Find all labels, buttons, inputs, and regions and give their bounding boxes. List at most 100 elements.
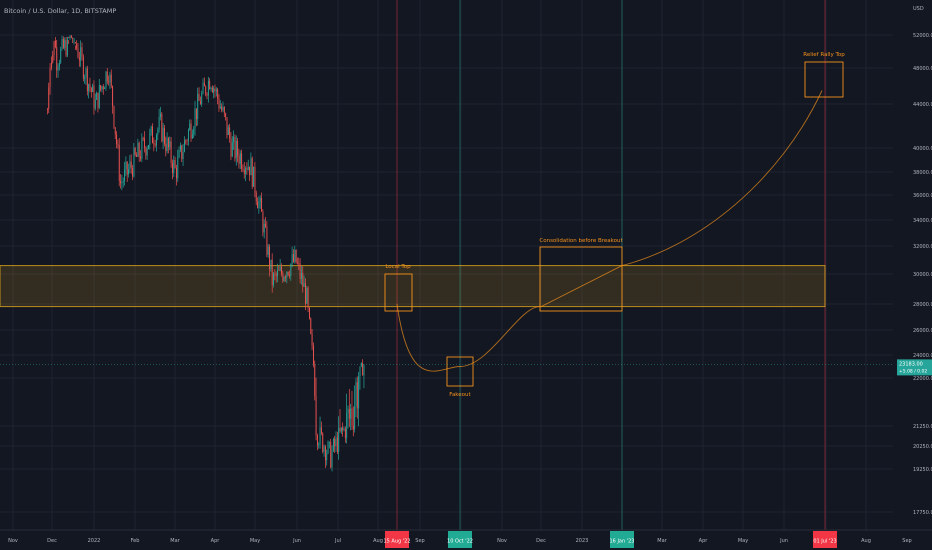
- price-tick-label: 17750.00: [913, 510, 932, 516]
- candle-body: [161, 113, 163, 142]
- time-axis[interactable]: NovDec2022FebMarAprMayJunJulAugSepOctNov…: [0, 529, 932, 550]
- candle-body: [47, 108, 48, 110]
- candle-body: [250, 158, 252, 176]
- candle-body: [330, 441, 332, 468]
- candle-body: [251, 158, 253, 187]
- candle-body: [82, 56, 84, 79]
- candle-body: [299, 263, 301, 279]
- candle-body: [66, 36, 68, 56]
- candle-body: [136, 154, 138, 157]
- candle-body: [310, 318, 312, 334]
- candlestick-series: [47, 35, 365, 472]
- candle-body: [94, 99, 96, 109]
- candle-body: [72, 37, 74, 39]
- candle-body: [105, 71, 107, 88]
- candle-body: [197, 93, 199, 120]
- candle-body: [309, 307, 310, 319]
- candle-body: [350, 408, 352, 419]
- candle-body: [274, 273, 276, 275]
- annotation-box: [384, 273, 413, 312]
- candle-body: [275, 273, 277, 277]
- candle-body: [69, 35, 71, 39]
- candle-body: [178, 150, 180, 158]
- time-tick-label: Dec: [536, 538, 546, 544]
- annotation-label: Local Top: [385, 264, 411, 270]
- candle-body: [165, 143, 167, 152]
- candle-body: [65, 40, 67, 56]
- candle-body: [191, 134, 193, 139]
- candle-body: [259, 197, 261, 202]
- candle-body: [358, 376, 360, 409]
- candle-body: [344, 428, 346, 438]
- candle-body: [52, 54, 54, 63]
- candle-body: [48, 87, 50, 109]
- candle-body: [126, 161, 128, 175]
- candle-body: [265, 223, 267, 227]
- date-marker-badge: [610, 531, 634, 548]
- candle-body: [57, 66, 59, 71]
- candle-body: [253, 166, 255, 187]
- candle-body: [180, 145, 181, 151]
- candle-body: [209, 80, 211, 90]
- candle-body: [261, 197, 263, 212]
- candle-body: [307, 288, 309, 308]
- candle-body: [359, 366, 361, 377]
- time-tick-label: Jun: [292, 538, 301, 544]
- candle-body: [356, 382, 358, 409]
- candle-body: [331, 450, 333, 468]
- candle-body: [273, 273, 274, 285]
- candle-body: [215, 89, 217, 92]
- time-tick-label: Apr: [211, 538, 221, 544]
- candle-body: [327, 441, 329, 454]
- candle-body: [116, 134, 118, 144]
- candle-body: [290, 263, 292, 276]
- candle-body: [98, 85, 100, 108]
- candle-body: [144, 138, 145, 148]
- candle-body: [347, 408, 349, 413]
- candle-body: [186, 140, 188, 142]
- candle-body: [108, 81, 110, 83]
- candle-body: [334, 438, 336, 447]
- candle-body: [93, 85, 95, 109]
- candle-body: [225, 113, 227, 118]
- candle-body: [362, 363, 364, 376]
- candle-body: [97, 92, 99, 108]
- price-tick-label: 32000.00: [913, 244, 932, 250]
- price-tick-label: 21250.00: [913, 424, 932, 430]
- candle-body: [125, 161, 127, 170]
- candle-body: [322, 433, 324, 452]
- annotation-box: [804, 61, 844, 98]
- candle-body: [223, 107, 225, 114]
- date-marker-label: 16 Jan '23: [610, 539, 635, 545]
- candle-body: [233, 136, 235, 143]
- candle-body: [234, 136, 236, 159]
- time-tick-label: May: [250, 538, 260, 544]
- candle-body: [302, 272, 304, 287]
- candle-body: [241, 153, 243, 169]
- date-marker-label: 15 Aug '22: [383, 539, 410, 545]
- price-axis[interactable]: USD 52000.00 48000.00 44000.00 40000.00 38000…: [893, 0, 932, 530]
- candle-body: [100, 85, 102, 90]
- candle-body: [138, 142, 140, 157]
- candle-body: [206, 93, 208, 96]
- candle-body: [106, 71, 108, 82]
- candle-body: [195, 108, 197, 120]
- time-tick-label: Nov: [8, 538, 18, 544]
- candle-body: [294, 249, 296, 262]
- candle-body: [293, 254, 294, 262]
- candle-body: [351, 408, 353, 426]
- candle-body: [267, 246, 269, 255]
- time-tick-label: Mar: [170, 538, 180, 544]
- candle-body: [318, 444, 320, 446]
- time-tick-label: Sep: [902, 538, 911, 544]
- annotation-label: Consolidation before Breakout: [539, 238, 623, 244]
- candle-body: [328, 441, 330, 443]
- candle-body: [104, 87, 106, 89]
- candle-body: [231, 142, 233, 157]
- candle-body: [355, 382, 357, 406]
- candle-body: [245, 168, 247, 174]
- time-tick-label: Mar: [657, 538, 667, 544]
- candle-body: [157, 129, 159, 136]
